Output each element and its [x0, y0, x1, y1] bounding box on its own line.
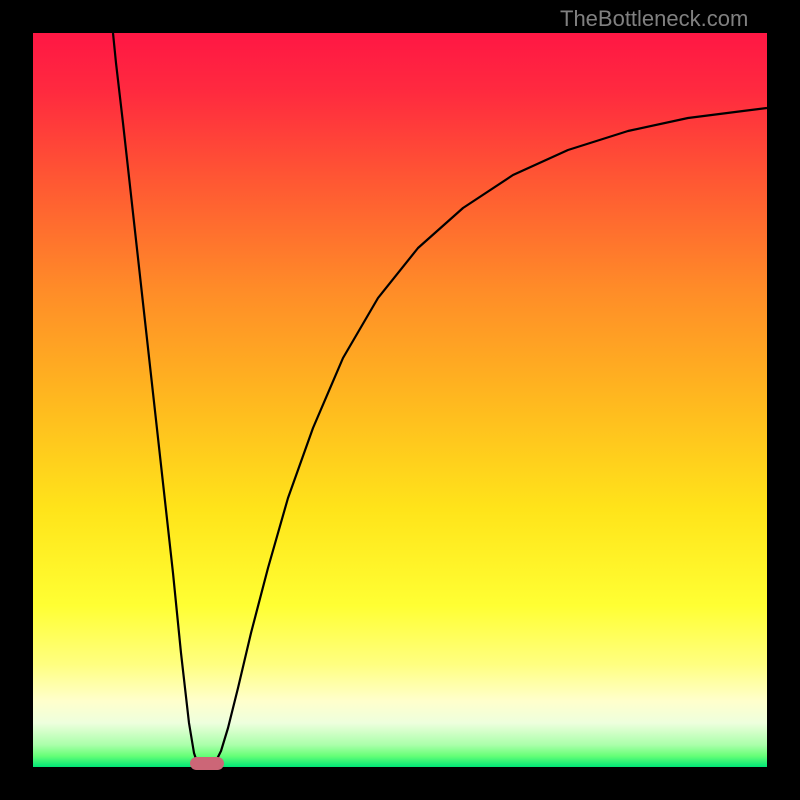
- plot-area: [33, 33, 767, 767]
- watermark-text: TheBottleneck.com: [560, 6, 748, 32]
- optimal-marker: [190, 757, 224, 770]
- bottleneck-curve: [33, 33, 767, 767]
